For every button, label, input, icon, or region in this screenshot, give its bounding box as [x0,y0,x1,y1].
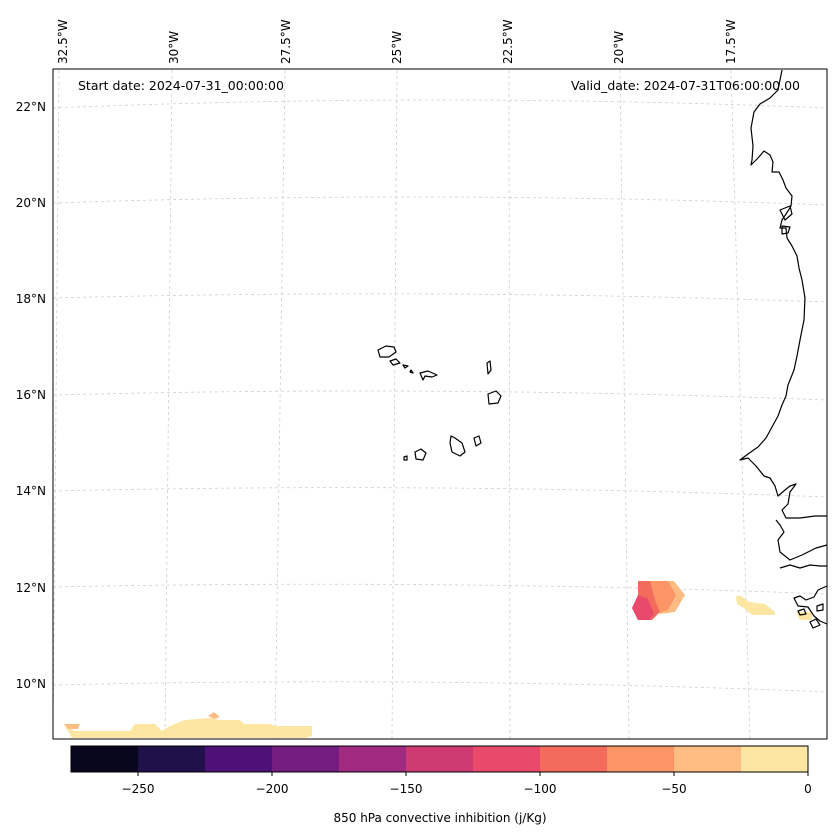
cin-region-fill [796,612,812,620]
longitude-labels: 32.5°W 30°W 27.5°W 25°W 22.5°W 20°W 17.5… [56,19,738,64]
lon-label: 17.5°W [724,19,738,64]
lat-label: 12°N [16,581,46,595]
colorbar-swatch [540,746,608,772]
lon-label: 22.5°W [501,19,515,64]
map-gridlines [52,69,828,741]
lon-label: 20°W [612,31,626,64]
african-coastline [739,69,827,519]
lon-label: 30°W [167,31,181,64]
colorbar-ticks [137,772,809,776]
map-frame [52,68,828,740]
island-sao-nicolau [409,369,414,374]
colorbar-swatch [138,746,206,772]
coast-bijagos [797,608,807,616]
colorbar-tick-label: −150 [390,782,423,796]
cin-region-fill [64,724,80,729]
lat-label: 20°N [16,196,46,210]
cin-region-fill [64,718,312,738]
colorbar-tick-label: −50 [661,782,686,796]
island-santa-luzia [402,364,409,369]
colorbar-tick-label: −100 [524,782,557,796]
island-sao-vicente [389,358,401,366]
colorbar-tick-label: −200 [256,782,289,796]
lat-label: 10°N [16,677,46,691]
latitude-labels: 22°N 20°N 18°N 16°N 14°N 12°N 10°N [16,100,46,691]
colorbar-frame [70,745,809,773]
lat-label: 22°N [16,100,46,114]
coastlines [377,69,828,629]
colorbar-swatch [205,746,273,772]
coast-bijagos-2 [809,618,821,629]
lat-label: 18°N [16,292,46,306]
colorbar-swatches [71,746,809,772]
colorbar-swatch [71,746,139,772]
island-brava [403,455,408,461]
lat-label: 16°N [16,388,46,402]
valid-date-label: Valid_date: 2024-07-31T06:00:00.00 [571,78,800,93]
start-date-label: Start date: 2024-07-31_00:00:00 [78,78,284,93]
lon-label: 27.5°W [279,19,293,64]
cin-region-fill [208,712,220,719]
island-fogo [414,448,427,461]
island-santiago [449,435,466,457]
colorbar: −250 −200 −150 −100 −50 0 850 hPa convec… [70,745,812,825]
coast-islands-mauritania [779,205,793,221]
coast-guinea [793,585,828,625]
lon-label: 25°W [390,31,404,64]
coast-bijagos-3 [816,603,824,612]
island-maio [473,435,482,447]
colorbar-swatch [272,746,340,772]
island-sao-nicolau-2 [419,370,438,381]
colorbar-swatch [473,746,541,772]
coast-bay [781,225,791,235]
colorbar-swatch [741,746,809,772]
island-sal [486,360,492,375]
coast-guinea-bissau [775,519,828,569]
colorbar-swatch [406,746,474,772]
cin-region-fill [632,595,654,620]
colorbar-swatch [674,746,742,772]
colorbar-tick-label: −250 [122,782,155,796]
colorbar-swatch [607,746,675,772]
colorbar-tick-label: 0 [804,782,812,796]
colorbar-title: 850 hPa convective inhibition (j/Kg) [333,811,546,825]
lon-label: 32.5°W [56,19,70,64]
island-santo-antao [377,345,397,358]
island-boa-vista [487,390,502,405]
cin-filled-contours [64,581,812,738]
lat-label: 14°N [16,484,46,498]
colorbar-swatch [339,746,407,772]
cin-region-fill [736,596,775,615]
